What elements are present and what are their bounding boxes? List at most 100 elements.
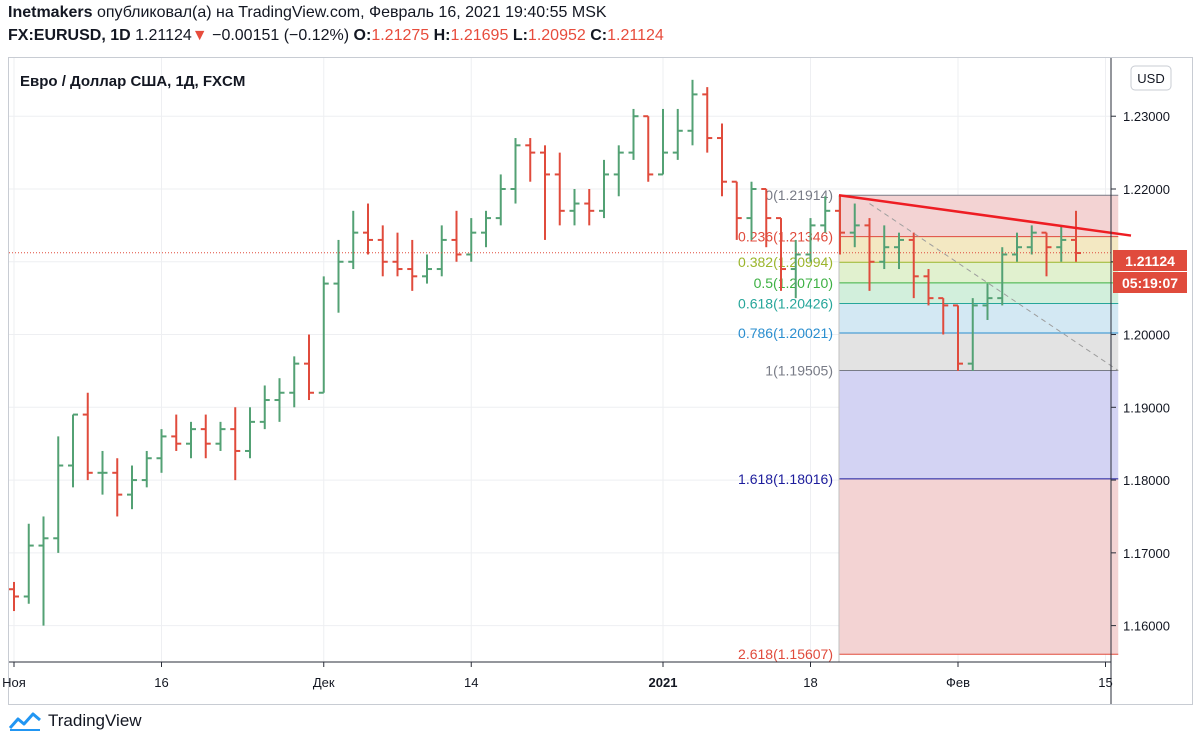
low-value: 1.20952 xyxy=(527,27,586,44)
fib-zone-1.618 xyxy=(839,478,1119,655)
ohlc-bar[interactable] xyxy=(849,203,860,248)
ohlc-bar[interactable] xyxy=(702,87,713,153)
ohlc-bar[interactable] xyxy=(540,145,550,240)
ohlc-bar[interactable] xyxy=(510,138,521,204)
ohlc-bar[interactable] xyxy=(82,392,93,481)
ohlc-bar[interactable] xyxy=(687,79,698,146)
ohlc-bar[interactable] xyxy=(38,516,49,626)
trend-line[interactable] xyxy=(838,194,1132,237)
ohlc-bar[interactable] xyxy=(481,210,491,248)
fib-level-label: 0.5(1.20710) xyxy=(754,275,833,291)
ohlc-bar[interactable] xyxy=(348,210,359,270)
ohlc-bar[interactable] xyxy=(746,181,757,240)
ohlc-bar[interactable] xyxy=(584,188,595,226)
ohlc-bar[interactable] xyxy=(672,108,683,160)
ohlc-bar[interactable] xyxy=(1012,232,1022,262)
ohlc-bar[interactable] xyxy=(377,225,388,277)
ohlc-bar[interactable] xyxy=(1026,225,1037,255)
ohlc-bar[interactable] xyxy=(658,108,668,176)
price-tag-value: 1.21124 xyxy=(1125,253,1175,269)
ohlc-bar[interactable] xyxy=(318,276,329,394)
ohlc-bar[interactable] xyxy=(599,159,609,219)
fib-zone-0.5 xyxy=(839,282,1119,304)
x-tick-label: 2021 xyxy=(649,675,678,690)
ohlc-bar[interactable] xyxy=(9,581,19,612)
ohlc-bar[interactable] xyxy=(23,523,34,604)
ohlc-bar[interactable] xyxy=(141,450,152,488)
ohlc-bar[interactable] xyxy=(186,421,196,459)
ohlc-bar[interactable] xyxy=(171,414,182,451)
ohlc-bar[interactable] xyxy=(259,385,270,430)
ohlc-bar[interactable] xyxy=(97,450,108,495)
ohlc-bar[interactable] xyxy=(156,429,167,473)
ohlc-bar[interactable] xyxy=(215,421,226,451)
ohlc-bar[interactable] xyxy=(997,247,1008,306)
ohlc-bar[interactable] xyxy=(820,196,831,233)
ohlc-bar[interactable] xyxy=(245,407,255,459)
ohlc-bar[interactable] xyxy=(628,108,639,160)
ohlc-bar[interactable] xyxy=(422,254,432,284)
open-label: O: xyxy=(353,27,372,44)
tradingview-logo-icon[interactable] xyxy=(8,710,42,732)
ohlc-bar[interactable] xyxy=(200,414,211,459)
tradingview-brand[interactable]: TradingView xyxy=(48,711,142,730)
fib-zone-0.786 xyxy=(839,333,1119,371)
ohlc-bar[interactable] xyxy=(761,187,772,248)
ohlc-bar[interactable] xyxy=(68,413,78,488)
fib-zone-0.382 xyxy=(839,262,1119,283)
ohlc-bar[interactable] xyxy=(894,232,904,270)
y-tick-label: 1.22000 xyxy=(1123,182,1170,197)
ohlc-bar[interactable] xyxy=(790,239,801,299)
ohlc-bar[interactable] xyxy=(643,115,654,182)
currency-button[interactable]: USD xyxy=(1130,65,1172,91)
fib-level-label: 1(1.19505) xyxy=(765,363,833,379)
ohlc-bar[interactable] xyxy=(466,218,477,262)
publication-line: Inetmakers опубликовал(а) на TradingView… xyxy=(8,4,607,22)
ohlc-bar[interactable] xyxy=(289,356,300,408)
close-value: 1.21124 xyxy=(607,27,664,44)
fib-level-label: 0.786(1.20021) xyxy=(738,325,833,341)
fib-level-label: 0(1.21914) xyxy=(765,187,833,203)
price-tag: 1.21124 xyxy=(1113,250,1187,271)
fib-trend-dashed-line[interactable] xyxy=(869,203,1119,371)
ohlc-bar[interactable] xyxy=(835,196,845,255)
ohlc-bar[interactable] xyxy=(879,225,890,270)
ohlc-bar[interactable] xyxy=(923,269,934,306)
ohlc-bar[interactable] xyxy=(392,232,403,277)
ohlc-bar[interactable] xyxy=(953,304,963,371)
ohlc-bar[interactable] xyxy=(333,239,344,313)
ohlc-bar[interactable] xyxy=(1041,231,1052,277)
fib-level-label: 2.618(1.15607) xyxy=(738,646,833,662)
fib-level-label: 0.236(1.21346) xyxy=(738,229,833,245)
ohlc-bar[interactable] xyxy=(495,174,506,226)
ohlc-bar[interactable] xyxy=(363,203,373,255)
ohlc-bar[interactable] xyxy=(938,297,949,335)
ohlc-bar[interactable] xyxy=(304,334,314,401)
ohlc-bar[interactable] xyxy=(554,152,565,226)
ohlc-bar[interactable] xyxy=(805,218,816,262)
ohlc-bar[interactable] xyxy=(908,232,919,299)
ohlc-bar[interactable] xyxy=(1056,225,1067,262)
ohlc-bar[interactable] xyxy=(53,436,64,553)
author-name[interactable]: Inetmakers xyxy=(8,4,93,21)
ohlc-bar[interactable] xyxy=(776,217,786,291)
ohlc-bar[interactable] xyxy=(436,225,447,277)
ohlc-bar[interactable] xyxy=(717,123,727,197)
ohlc-bar[interactable] xyxy=(407,239,418,291)
ohlc-bar[interactable] xyxy=(731,180,742,240)
ohlc-bar[interactable] xyxy=(230,407,241,481)
x-tick-label: 14 xyxy=(464,675,478,690)
ohlc-bar[interactable] xyxy=(112,458,123,517)
ohlc-bar[interactable] xyxy=(967,298,978,371)
ohlc-bar[interactable] xyxy=(274,378,285,422)
ohlc-bar[interactable] xyxy=(864,218,875,291)
ohlc-bar[interactable] xyxy=(569,188,580,226)
ohlc-bar[interactable] xyxy=(451,210,462,262)
x-tick-label: 18 xyxy=(803,675,817,690)
ohlc-bar[interactable] xyxy=(982,283,993,320)
ohlc-bar[interactable] xyxy=(525,138,536,182)
ohlc-bar[interactable] xyxy=(127,465,137,510)
ohlc-bar[interactable] xyxy=(613,145,624,197)
high-label: H: xyxy=(433,27,451,44)
